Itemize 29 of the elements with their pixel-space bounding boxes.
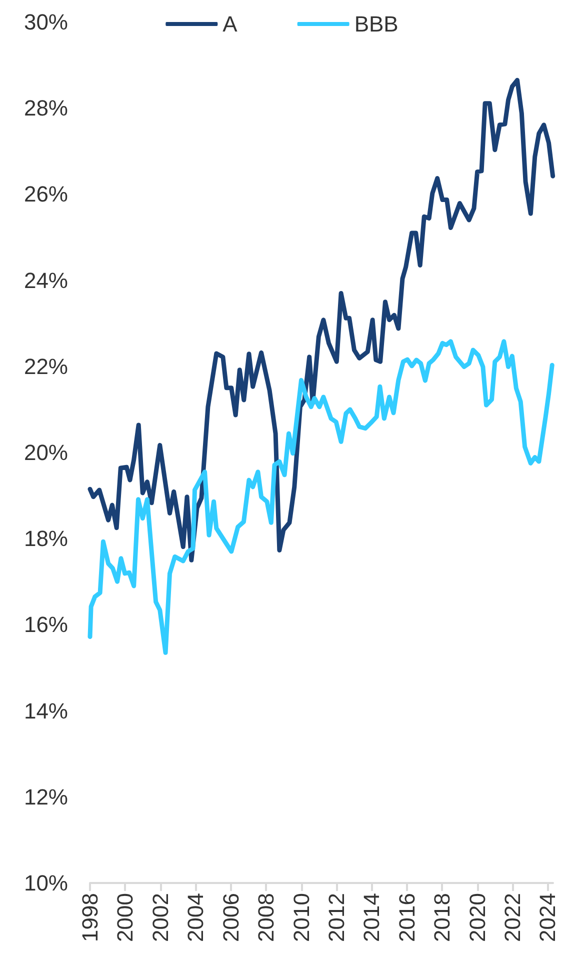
x-tick-label: 2014	[359, 893, 384, 942]
x-tick-label: 2020	[464, 893, 490, 942]
y-tick-label: 12%	[24, 784, 68, 810]
x-tick-label: 2012	[324, 893, 349, 942]
y-tick-label: 30%	[24, 10, 68, 34]
y-tick-label: 24%	[24, 268, 68, 293]
y-tick-label: 26%	[24, 182, 68, 207]
x-tick-label: 2024	[535, 893, 560, 942]
legend-label: BBB	[354, 12, 398, 36]
y-tick-label: 22%	[24, 354, 68, 379]
x-tick-label: 2008	[254, 893, 279, 942]
y-tick-label: 14%	[24, 698, 68, 724]
x-tick-label: 2010	[288, 893, 314, 942]
line-series	[88, 339, 554, 655]
line-series	[88, 78, 556, 562]
y-tick-label: 18%	[24, 526, 68, 552]
y-tick-label: 20%	[24, 440, 68, 465]
y-tick-label: 16%	[24, 612, 68, 638]
x-tick-label: 1998	[78, 893, 102, 942]
x-tick-label: 2002	[148, 893, 173, 942]
y-tick-label: 10%	[24, 870, 68, 896]
y-tick-label: 28%	[24, 96, 68, 121]
x-tick-label: 2022	[500, 893, 526, 942]
x-tick-label: 2018	[430, 893, 455, 942]
x-tick-label: 2004	[183, 893, 208, 942]
legend-label: A	[222, 12, 238, 36]
x-tick-label: 2006	[218, 893, 244, 942]
x-tick-label: 2016	[394, 893, 420, 942]
x-tick-label: 2000	[112, 893, 138, 942]
